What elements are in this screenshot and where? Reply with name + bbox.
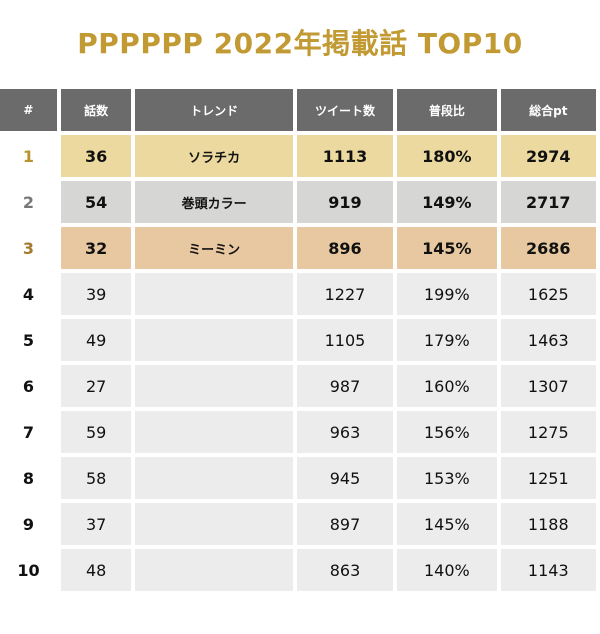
trend-cell xyxy=(135,273,293,315)
table-row: 10 48 863 140% 1143 xyxy=(0,549,596,591)
table-row: 6 27 987 160% 1307 xyxy=(0,365,596,407)
ratio-cell: 180% xyxy=(397,135,497,177)
points-cell: 2686 xyxy=(500,227,596,269)
episode-cell: 58 xyxy=(60,457,132,499)
ratio-cell: 179% xyxy=(397,319,497,361)
trend-cell xyxy=(135,365,293,407)
rank-cell: 2 xyxy=(0,181,57,223)
points-cell: 1275 xyxy=(500,411,596,453)
tweets-cell: 863 xyxy=(296,549,394,591)
ratio-cell: 145% xyxy=(397,227,497,269)
rank-cell: 6 xyxy=(0,365,57,407)
ratio-cell: 145% xyxy=(397,503,497,545)
points-cell: 1307 xyxy=(500,365,596,407)
column-header-rank: # xyxy=(0,89,57,131)
episode-cell: 39 xyxy=(60,273,132,315)
rank-cell: 5 xyxy=(0,319,57,361)
points-cell: 1463 xyxy=(500,319,596,361)
rank-cell: 9 xyxy=(0,503,57,545)
page-title: PPPPPP 2022年掲載話 TOP10 xyxy=(77,27,523,60)
table-row: 5 49 1105 179% 1463 xyxy=(0,319,596,361)
tweets-cell: 987 xyxy=(296,365,394,407)
column-header-episode: 話数 xyxy=(60,89,132,131)
column-header-trend: トレンド xyxy=(135,89,293,131)
table-row: 1 36 ソラチカ 1113 180% 2974 xyxy=(0,135,596,177)
tweets-cell: 919 xyxy=(296,181,394,223)
episode-cell: 59 xyxy=(60,411,132,453)
episode-cell: 36 xyxy=(60,135,132,177)
header-row: # 話数 トレンド ツイート数 普段比 総合pt xyxy=(0,89,596,131)
ranking-table: # 話数 トレンド ツイート数 普段比 総合pt 1 36 ソラチカ 1113 180%… xyxy=(0,85,600,595)
tweets-cell: 963 xyxy=(296,411,394,453)
column-header-tweets: ツイート数 xyxy=(296,89,394,131)
column-header-ratio: 普段比 xyxy=(397,89,497,131)
points-cell: 1143 xyxy=(500,549,596,591)
rank-cell: 7 xyxy=(0,411,57,453)
ratio-cell: 149% xyxy=(397,181,497,223)
ratio-cell: 160% xyxy=(397,365,497,407)
trend-cell: ソラチカ xyxy=(135,135,293,177)
trend-cell: 巻頭カラー xyxy=(135,181,293,223)
trend-cell xyxy=(135,457,293,499)
tweets-cell: 1105 xyxy=(296,319,394,361)
episode-cell: 37 xyxy=(60,503,132,545)
table-row: 8 58 945 153% 1251 xyxy=(0,457,596,499)
episode-cell: 48 xyxy=(60,549,132,591)
episode-cell: 49 xyxy=(60,319,132,361)
column-header-points: 総合pt xyxy=(500,89,596,131)
trend-cell xyxy=(135,411,293,453)
table-row: 2 54 巻頭カラー 919 149% 2717 xyxy=(0,181,596,223)
points-cell: 1251 xyxy=(500,457,596,499)
trend-cell: ミーミン xyxy=(135,227,293,269)
tweets-cell: 897 xyxy=(296,503,394,545)
rank-cell: 1 xyxy=(0,135,57,177)
tweets-cell: 896 xyxy=(296,227,394,269)
trend-cell xyxy=(135,549,293,591)
tweets-cell: 1113 xyxy=(296,135,394,177)
tweets-cell: 1227 xyxy=(296,273,394,315)
episode-cell: 32 xyxy=(60,227,132,269)
rank-cell: 8 xyxy=(0,457,57,499)
episode-cell: 27 xyxy=(60,365,132,407)
ratio-cell: 199% xyxy=(397,273,497,315)
table-row: 4 39 1227 199% 1625 xyxy=(0,273,596,315)
points-cell: 2717 xyxy=(500,181,596,223)
table-row: 7 59 963 156% 1275 xyxy=(0,411,596,453)
rank-cell: 10 xyxy=(0,549,57,591)
ratio-cell: 156% xyxy=(397,411,497,453)
points-cell: 1188 xyxy=(500,503,596,545)
table-row: 3 32 ミーミン 896 145% 2686 xyxy=(0,227,596,269)
rank-cell: 4 xyxy=(0,273,57,315)
trend-cell xyxy=(135,503,293,545)
ratio-cell: 153% xyxy=(397,457,497,499)
points-cell: 1625 xyxy=(500,273,596,315)
tweets-cell: 945 xyxy=(296,457,394,499)
rank-cell: 3 xyxy=(0,227,57,269)
table-row: 9 37 897 145% 1188 xyxy=(0,503,596,545)
trend-cell xyxy=(135,319,293,361)
points-cell: 2974 xyxy=(500,135,596,177)
episode-cell: 54 xyxy=(60,181,132,223)
ratio-cell: 140% xyxy=(397,549,497,591)
